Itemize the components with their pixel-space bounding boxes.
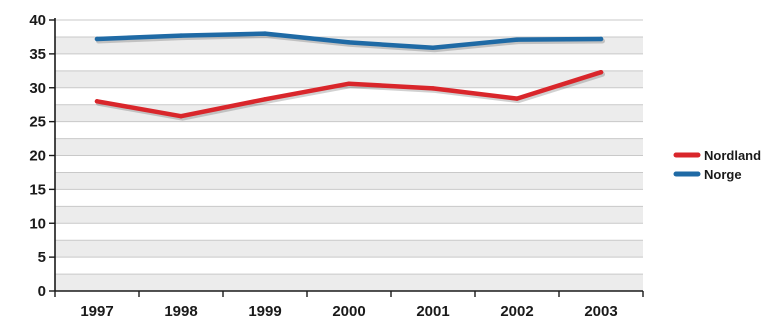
data-point-nordland [346, 81, 352, 86]
data-point-nordland [94, 99, 100, 104]
x-tick-label: 1997 [80, 303, 113, 320]
background-band [55, 104, 643, 122]
y-tick-label: 10 [29, 215, 46, 232]
background-band [55, 138, 643, 156]
data-point-nordland [598, 69, 604, 75]
x-tick-label: 2000 [332, 303, 365, 320]
data-point-nordland [514, 96, 520, 101]
legend: Nordland Norge [673, 148, 761, 182]
x-tick-label: 1998 [164, 303, 197, 320]
y-tick-label: 20 [29, 148, 46, 165]
x-tick-label: 2002 [500, 303, 533, 320]
data-point-nordland [178, 114, 184, 119]
data-point-norge [94, 36, 100, 42]
data-point-norge [598, 36, 604, 42]
gridlines [55, 19, 643, 275]
background-band [55, 240, 643, 258]
y-tick-label: 35 [29, 46, 46, 63]
x-tick-label: 2001 [416, 303, 449, 320]
y-tick-label: 5 [38, 249, 46, 266]
x-tick-label: 2003 [584, 303, 617, 320]
y-tick-label: 40 [29, 12, 46, 29]
data-point-norge [430, 45, 436, 50]
background-band [55, 274, 643, 291]
background-band [55, 172, 643, 190]
background-band [55, 70, 643, 88]
series-layer [94, 31, 605, 121]
data-point-norge [346, 40, 352, 45]
background-bands [55, 36, 643, 291]
y-tick-label: 15 [29, 181, 46, 198]
y-tick-label: 30 [29, 80, 46, 97]
y-axis: 0 5 10 15 20 25 30 35 40 [29, 12, 56, 300]
data-point-nordland [430, 86, 436, 91]
y-tick-label: 0 [38, 283, 46, 300]
data-point-norge [262, 31, 268, 36]
legend-label-norge: Norge [704, 167, 742, 182]
data-point-norge [178, 33, 184, 38]
data-point-norge [514, 37, 520, 42]
y-tick-label: 25 [29, 114, 46, 131]
background-band [55, 206, 643, 224]
legend-label-nordland: Nordland [704, 148, 761, 163]
data-point-nordland [262, 97, 268, 102]
x-tick-label: 1999 [248, 303, 281, 320]
x-axis: 1997 1998 1999 2000 2001 2002 2003 [54, 290, 644, 320]
